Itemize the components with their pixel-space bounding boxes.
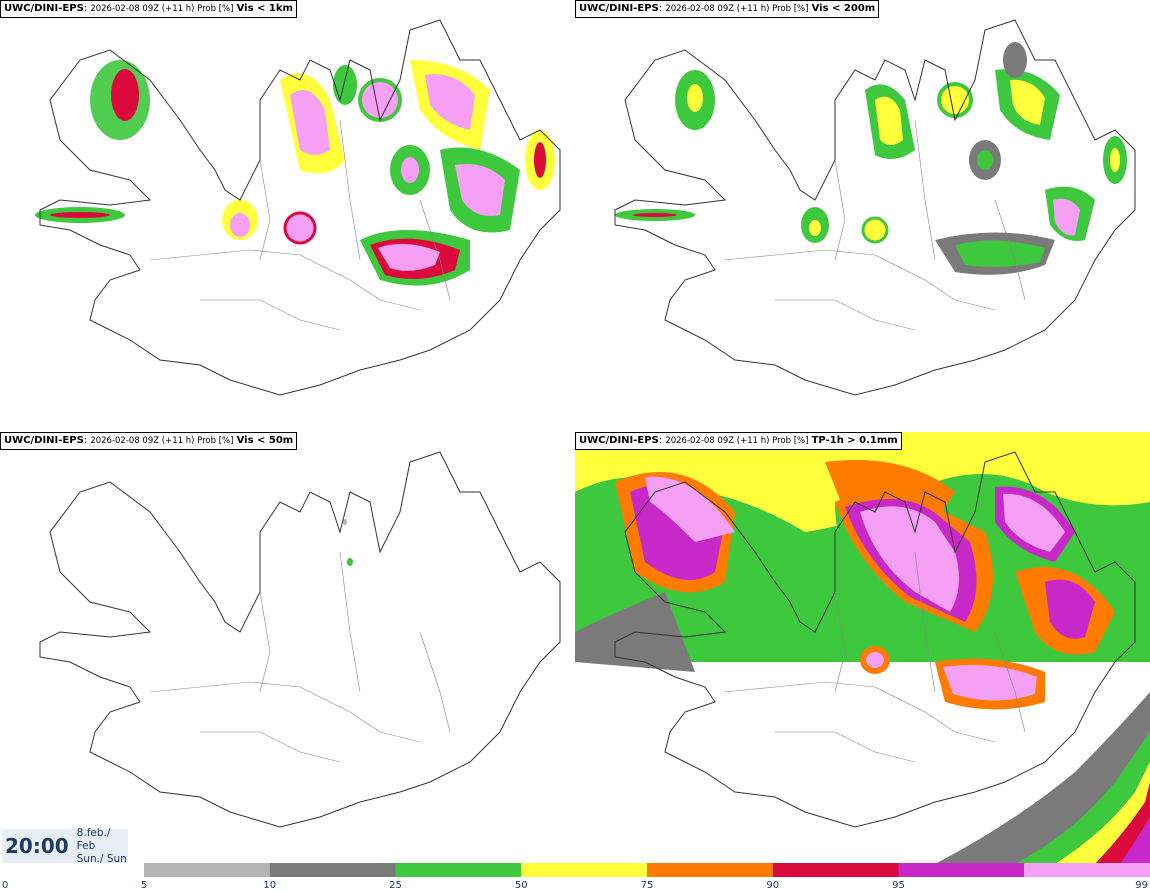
prob-shading: [35, 60, 555, 286]
valid-date: 8.feb./ Feb Sun./ Sun: [77, 827, 128, 866]
legend-swatch: [144, 863, 270, 877]
parameter-label: Vis < 50m: [236, 435, 294, 446]
run-info: 2026-02-08 09Z (+11 h) Prob [%]: [665, 4, 809, 14]
probability-legend: 0 5 10 25 50 75 90 95 99: [2, 863, 1150, 891]
legend-swatch: [1024, 863, 1150, 877]
legend-swatch: [772, 863, 899, 877]
borders: [149, 119, 451, 331]
parameter-label: Vis < 200m: [811, 3, 876, 14]
model-name: UWC/DINI-EPS: [4, 435, 84, 446]
coastline: [39, 19, 561, 396]
legend-tick-label: 50: [515, 880, 528, 891]
legend-tick-label: 0: [2, 880, 8, 891]
run-info: 2026-02-08 09Z (+11 h) Prob [%]: [90, 436, 234, 446]
legend-swatch: [269, 863, 396, 877]
model-name: UWC/DINI-EPS: [579, 3, 659, 14]
coastline: [614, 19, 1136, 396]
legend-tick-label: 90: [766, 880, 779, 891]
prob-shading: [575, 432, 1150, 864]
legend-tick-label: 75: [641, 880, 654, 891]
legend-swatch: [898, 863, 1025, 877]
prob-shading: [615, 42, 1127, 275]
legend-tick-label: 99: [1135, 880, 1148, 891]
model-name: UWC/DINI-EPS: [579, 435, 659, 446]
parameter-label: Vis < 1km: [236, 3, 293, 14]
panel-title: UWC/DINI-EPS: 2026-02-08 09Z (+11 h) Pro…: [575, 432, 902, 450]
prob-shading: [343, 519, 353, 566]
run-info: 2026-02-08 09Z (+11 h) Prob [%]: [90, 4, 234, 14]
borders: [724, 551, 1026, 763]
parameter-label: TP-1h > 0.1mm: [811, 435, 898, 446]
map-tp-1h: [575, 432, 1150, 864]
legend-swatch: [521, 863, 647, 877]
panel-title: UWC/DINI-EPS: 2026-02-08 09Z (+11 h) Pro…: [575, 0, 880, 18]
panel-vis-50m: UWC/DINI-EPS: 2026-02-08 09Z (+11 h) Pro…: [0, 432, 575, 864]
legend-tick-label: 5: [141, 880, 147, 891]
model-name: UWC/DINI-EPS: [4, 3, 84, 14]
legend-tick-label: 95: [892, 880, 905, 891]
borders: [724, 119, 1026, 331]
legend-tick-label: 10: [263, 880, 276, 891]
panel-title: UWC/DINI-EPS: 2026-02-08 09Z (+11 h) Pro…: [0, 432, 298, 450]
borders: [149, 551, 451, 763]
valid-date-line1: 8.feb./ Feb: [76, 826, 111, 852]
panel-tp-1h: UWC/DINI-EPS: 2026-02-08 09Z (+11 h) Pro…: [575, 432, 1150, 864]
coastline: [39, 451, 561, 828]
valid-time-box: 20:00 8.feb./ Feb Sun./ Sun: [2, 827, 128, 866]
legend-swatch: [647, 863, 773, 877]
legend-tick-label: 25: [389, 880, 402, 891]
panel-vis-200m: UWC/DINI-EPS: 2026-02-08 09Z (+11 h) Pro…: [575, 0, 1150, 432]
valid-time: 20:00: [5, 834, 69, 858]
run-info: 2026-02-08 09Z (+11 h) Prob [%]: [665, 436, 809, 446]
map-vis-200m: [614, 19, 1136, 396]
panel-title: UWC/DINI-EPS: 2026-02-08 09Z (+11 h) Pro…: [0, 0, 297, 18]
coastline: [614, 451, 1136, 828]
panel-vis-1km: UWC/DINI-EPS: 2026-02-08 09Z (+11 h) Pro…: [0, 0, 575, 432]
map-vis-50m: [39, 451, 561, 828]
map-vis-1km: [35, 19, 561, 396]
legend-swatch: [395, 863, 522, 877]
valid-date-line2: Sun./ Sun: [76, 852, 127, 865]
